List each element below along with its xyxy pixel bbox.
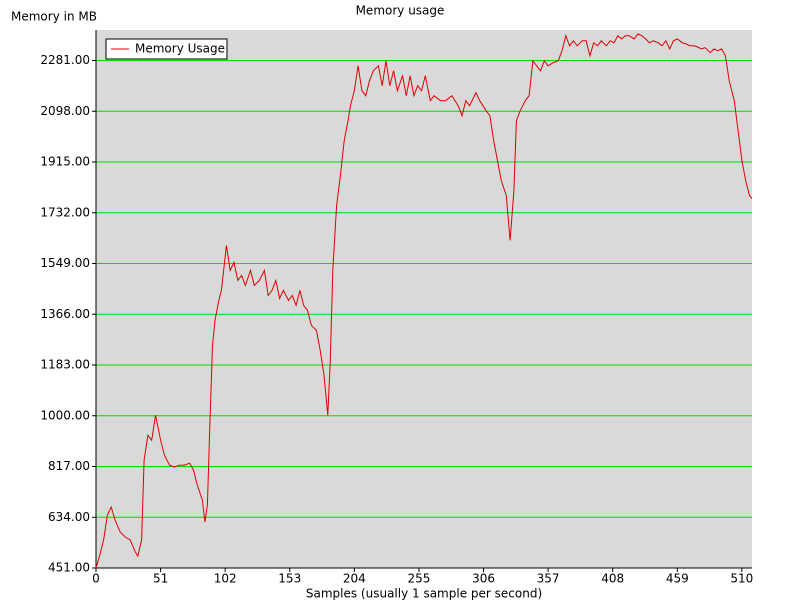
x-tick-label: 306 — [472, 572, 495, 586]
y-tick-label: 1549.00 — [40, 256, 90, 270]
y-tick-label: 1732.00 — [40, 205, 90, 219]
x-tick-label: 408 — [601, 572, 624, 586]
x-axis-label: Samples (usually 1 sample per second) — [306, 587, 542, 600]
y-tick-label: 1366.00 — [40, 307, 90, 321]
y-tick-label: 1183.00 — [40, 358, 90, 372]
y-tick-label: 817.00 — [48, 459, 90, 473]
y-tick-label: 634.00 — [48, 510, 90, 524]
x-tick-label: 459 — [666, 572, 689, 586]
legend-label: Memory Usage — [135, 42, 225, 56]
y-tick-label: 451.00 — [48, 561, 90, 575]
data-line — [95, 33, 753, 569]
y-tick-label: 2098.00 — [40, 104, 90, 118]
x-tick-label: 102 — [214, 572, 237, 586]
y-tick-label: 2281.00 — [40, 53, 90, 67]
x-tick-label: 0 — [92, 572, 100, 586]
x-tick-label: 255 — [407, 572, 430, 586]
x-tick-label: 204 — [343, 572, 366, 586]
y-tick-label: 1000.00 — [40, 408, 90, 422]
x-tick-label: 510 — [730, 572, 753, 586]
legend-box — [105, 38, 228, 60]
x-tick-label: 153 — [278, 572, 301, 586]
chart-title: Memory usage — [356, 4, 445, 18]
y-axis-label: Memory in MB — [11, 10, 97, 24]
x-tick-label: 51 — [153, 572, 168, 586]
plot-area — [96, 30, 752, 568]
y-tick-label: 1915.00 — [40, 155, 90, 169]
x-tick-label: 357 — [537, 572, 560, 586]
